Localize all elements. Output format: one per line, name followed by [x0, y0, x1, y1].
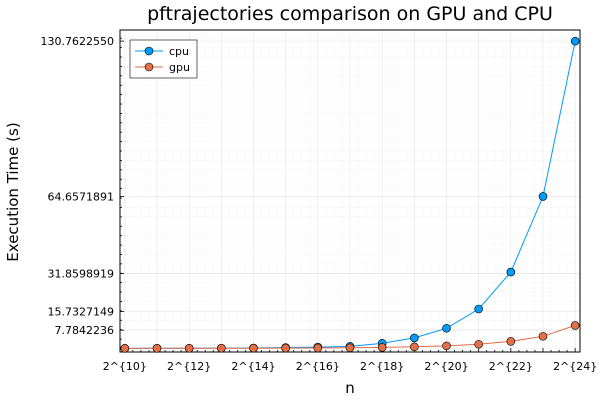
axes: 2^{10} 2^{12} 2^{14} 2^{16} 2^{18} 2^{20} 2^{2… [41, 35, 598, 373]
x-tick-label: 2^{16} [296, 360, 340, 373]
data-point-gpu [313, 343, 323, 353]
y-tick-label: 64.6571891 [48, 191, 114, 204]
grid [120, 30, 580, 352]
x-tick-label: 2^{20} [424, 360, 468, 373]
data-point-cpu [410, 333, 419, 343]
y-tick-label: 15.7327149 [48, 305, 114, 318]
data-point-gpu [538, 331, 548, 341]
data-point-gpu [474, 339, 483, 349]
x-tick-label: 2^{10} [103, 360, 147, 373]
x-tick-label: 2^{18} [360, 360, 404, 373]
data-point-gpu [506, 337, 516, 346]
x-tick-label: 2^{22} [489, 360, 533, 373]
y-axis-label: Execution Time (s) [4, 122, 22, 261]
data-point-gpu [410, 342, 419, 352]
data-point-gpu [217, 343, 226, 353]
x-tick-label: 2^{14} [231, 360, 275, 373]
legend-box [129, 39, 198, 79]
data-point-cpu [570, 36, 580, 46]
legend: cpu gpu [129, 39, 198, 79]
data-point-gpu [442, 341, 451, 351]
data-point-gpu [377, 343, 387, 352]
data-point-gpu [281, 343, 290, 353]
legend-marker-cpu [144, 46, 154, 56]
data-point-gpu [152, 344, 162, 353]
data-point-gpu [184, 343, 194, 353]
data-point-cpu [442, 323, 451, 333]
x-tick-label: 2^{24} [553, 360, 597, 373]
chart-title: pftrajectories comparison on GPU and CPU [147, 3, 553, 25]
legend-marker-gpu [144, 62, 154, 72]
x-tick-label: 2^{12} [167, 360, 211, 373]
data-point-cpu [506, 267, 516, 277]
data-point-gpu [570, 321, 580, 330]
y-tick-label: 130.7622550 [41, 35, 114, 48]
y-tick-label: 7.7842236 [55, 324, 115, 337]
x-axis-label: n [345, 379, 355, 397]
legend-label-cpu: cpu [169, 45, 189, 58]
data-point-gpu [120, 344, 130, 353]
y-tick-label: 31.8598919 [48, 268, 114, 281]
legend-label-gpu: gpu [169, 61, 190, 74]
data-point-gpu [345, 343, 355, 353]
data-point-cpu [538, 192, 548, 201]
data-point-cpu [474, 304, 483, 314]
data-point-gpu [249, 343, 258, 353]
series-layer [120, 36, 580, 353]
series-gpu [120, 321, 580, 353]
